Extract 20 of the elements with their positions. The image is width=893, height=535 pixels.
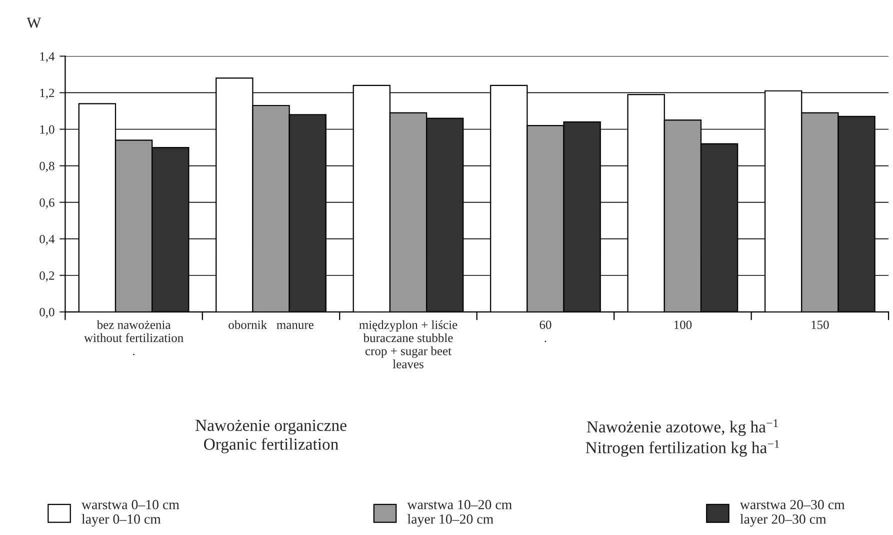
x-tick-label: 60 . (540, 320, 552, 342)
x-tick-label: międzyplon + liście buraczane stubble crop + sugar beet leaves (359, 320, 458, 368)
legend-label: warstwa 20–30 cm layer 20–30 cm (740, 500, 845, 527)
y-tick-label: 0,2 (40, 271, 54, 282)
y-tick-label: 0,4 (40, 234, 55, 246)
y-tick-label: 0,6 (40, 198, 54, 209)
y-tick-label: 0,0 (40, 308, 54, 318)
y-tick-label: 1,4 (40, 52, 55, 62)
legend-label: warstwa 10–20 cm layer 10–20 cm (407, 500, 512, 527)
legend-label: warstwa 0–10 cm layer 0–10 cm (82, 500, 180, 527)
x-tick-label: bez nawożenia without fertilization . (84, 320, 184, 356)
y-tick-label: 1,2 (40, 88, 54, 99)
x-tick-label: 100 (674, 320, 692, 330)
text: Nawożenie organiczne Organic fertilization (196, 420, 346, 454)
x-tick-label: 150 (812, 320, 829, 330)
text: Nawożenie azotowe, kg ha$^{−1}$ Nitrogen fertilization kg ha$^{−1}$ (586, 419, 780, 457)
y-axis-title: W (26, 18, 42, 28)
y-tick-label: 0,8 (40, 162, 54, 172)
x-tick-label: obornik manure (228, 320, 314, 330)
y-tick-label: 1,0 (40, 125, 54, 136)
